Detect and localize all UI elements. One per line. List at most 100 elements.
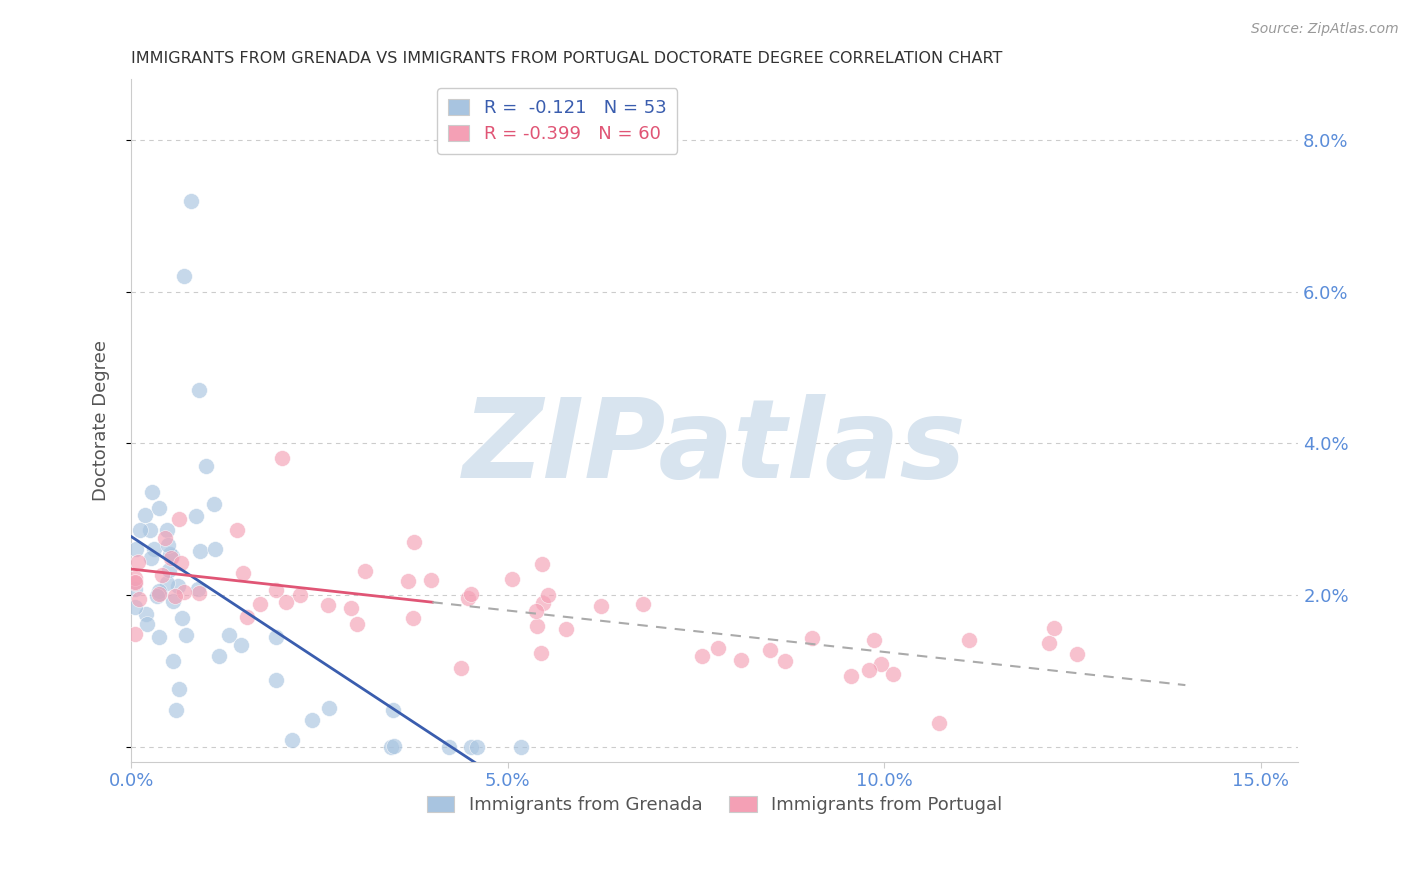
Point bbox=[165, 703, 187, 717]
Point bbox=[202, 497, 225, 511]
Point bbox=[536, 588, 558, 602]
Point bbox=[730, 653, 752, 667]
Point bbox=[437, 739, 460, 754]
Point bbox=[124, 627, 146, 641]
Point bbox=[195, 458, 218, 473]
Point bbox=[460, 739, 482, 754]
Point bbox=[354, 564, 377, 578]
Point bbox=[150, 568, 173, 582]
Point bbox=[163, 589, 186, 603]
Point bbox=[264, 673, 287, 687]
Point bbox=[759, 643, 782, 657]
Point bbox=[139, 550, 162, 565]
Point bbox=[882, 667, 904, 681]
Point bbox=[204, 541, 226, 556]
Point bbox=[301, 713, 323, 727]
Point bbox=[554, 622, 576, 636]
Point bbox=[157, 563, 180, 577]
Point bbox=[281, 733, 304, 747]
Point bbox=[173, 269, 195, 284]
Point bbox=[187, 383, 209, 397]
Point bbox=[404, 534, 426, 549]
Point bbox=[526, 619, 548, 633]
Point bbox=[264, 582, 287, 597]
Point bbox=[236, 609, 259, 624]
Point bbox=[501, 572, 523, 586]
Point bbox=[124, 575, 146, 590]
Legend: Immigrants from Grenada, Immigrants from Portugal: Immigrants from Grenada, Immigrants from… bbox=[427, 796, 1002, 814]
Point bbox=[340, 600, 363, 615]
Point bbox=[149, 585, 172, 599]
Point bbox=[188, 543, 211, 558]
Point bbox=[318, 701, 340, 715]
Point bbox=[176, 628, 198, 642]
Point bbox=[869, 657, 891, 671]
Point bbox=[148, 630, 170, 644]
Point bbox=[160, 550, 183, 565]
Point bbox=[172, 610, 194, 624]
Point bbox=[530, 557, 553, 571]
Point bbox=[232, 566, 254, 580]
Point bbox=[928, 716, 950, 731]
Point bbox=[420, 574, 443, 588]
Point bbox=[591, 599, 613, 613]
Point bbox=[1066, 647, 1088, 661]
Point bbox=[382, 703, 405, 717]
Point bbox=[180, 194, 202, 208]
Point bbox=[170, 557, 193, 571]
Point bbox=[276, 595, 298, 609]
Point bbox=[316, 598, 339, 612]
Point bbox=[631, 597, 654, 611]
Point bbox=[127, 555, 149, 569]
Point bbox=[249, 598, 271, 612]
Point bbox=[167, 681, 190, 696]
Point bbox=[346, 617, 368, 632]
Point bbox=[160, 549, 183, 564]
Point bbox=[460, 587, 482, 601]
Point bbox=[166, 578, 188, 592]
Point bbox=[162, 654, 184, 668]
Point bbox=[396, 574, 419, 589]
Point bbox=[184, 509, 207, 524]
Point bbox=[530, 646, 553, 660]
Point bbox=[146, 589, 169, 603]
Point bbox=[208, 648, 231, 663]
Point bbox=[218, 628, 240, 642]
Point bbox=[139, 523, 162, 537]
Point bbox=[156, 523, 179, 537]
Point bbox=[270, 451, 292, 466]
Point bbox=[1043, 621, 1066, 635]
Point bbox=[450, 660, 472, 674]
Point bbox=[128, 592, 150, 607]
Point bbox=[173, 585, 195, 599]
Point bbox=[124, 575, 146, 590]
Point bbox=[862, 632, 884, 647]
Point bbox=[188, 586, 211, 600]
Text: Source: ZipAtlas.com: Source: ZipAtlas.com bbox=[1251, 22, 1399, 37]
Point bbox=[524, 603, 547, 617]
Point bbox=[141, 484, 163, 499]
Point bbox=[124, 599, 146, 614]
Point bbox=[159, 547, 181, 561]
Point bbox=[509, 739, 531, 754]
Point bbox=[841, 669, 863, 683]
Point bbox=[148, 501, 170, 516]
Point bbox=[801, 631, 824, 645]
Point bbox=[775, 654, 797, 668]
Point bbox=[142, 541, 165, 556]
Point bbox=[128, 523, 150, 537]
Y-axis label: Doctorate Degree: Doctorate Degree bbox=[93, 340, 110, 501]
Point bbox=[153, 531, 176, 545]
Point bbox=[226, 523, 249, 537]
Point bbox=[229, 638, 252, 652]
Point bbox=[380, 739, 402, 754]
Point bbox=[134, 508, 156, 522]
Text: IMMIGRANTS FROM GRENADA VS IMMIGRANTS FROM PORTUGAL DOCTORATE DEGREE CORRELATION: IMMIGRANTS FROM GRENADA VS IMMIGRANTS FR… bbox=[131, 51, 1002, 66]
Point bbox=[124, 541, 146, 556]
Point bbox=[465, 739, 488, 754]
Point bbox=[124, 570, 146, 584]
Point bbox=[1038, 636, 1060, 650]
Point bbox=[707, 640, 730, 655]
Point bbox=[136, 617, 159, 632]
Point bbox=[690, 649, 713, 664]
